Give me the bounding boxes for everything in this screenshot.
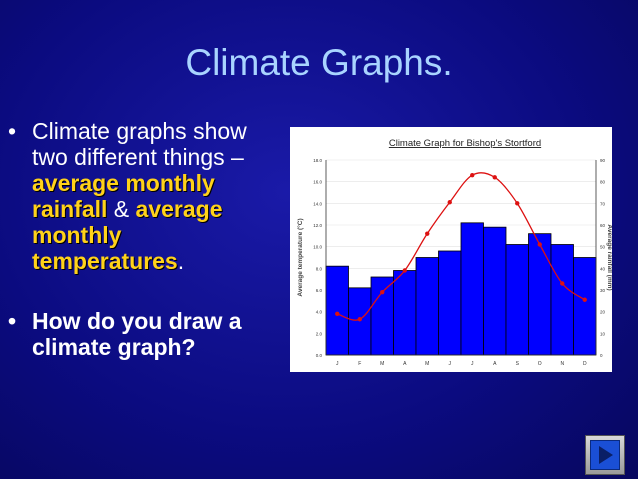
y-tick-label: 14.0 — [313, 201, 322, 206]
temperature-point — [357, 317, 362, 322]
x-tick-label: S — [516, 361, 520, 367]
x-tick-label: D — [583, 361, 587, 367]
x-tick-label: F — [358, 361, 361, 367]
y-tick-label: 8.0 — [316, 266, 323, 271]
y2-tick-label: 50 — [600, 245, 606, 250]
temperature-point — [492, 175, 497, 180]
x-tick-label: N — [560, 361, 564, 367]
bullet-dot-icon: • — [8, 308, 17, 334]
x-tick-label: M — [425, 361, 429, 367]
slide-title: Climate Graphs. — [185, 42, 453, 83]
y2-tick-label: 20 — [600, 310, 606, 315]
play-right-icon — [599, 446, 613, 464]
bullet-list: • Climate graphs show two different thin… — [8, 118, 278, 360]
bullet1-text-a: Climate graphs show two different things… — [32, 118, 247, 170]
bullet-dot-icon: • — [8, 118, 17, 144]
y-tick-label: 4.0 — [316, 310, 323, 315]
temperature-point — [402, 268, 407, 273]
rainfall-bar — [370, 276, 394, 356]
y-tick-label: 0.0 — [316, 353, 323, 358]
y2-tick-label: 70 — [600, 201, 606, 206]
x-tick-label: A — [493, 361, 497, 367]
chart-title: Climate Graph for Bishop's Stortford — [389, 138, 541, 149]
x-tick-label: J — [471, 361, 474, 367]
bullet-item-1: • Climate graphs show two different thin… — [8, 118, 278, 274]
temperature-point — [335, 311, 340, 317]
y2-tick-label: 10 — [600, 331, 606, 336]
bullet2-text: How do you draw a climate graph? — [32, 308, 242, 360]
y2-tick-label: 90 — [600, 158, 606, 163]
rainfall-bar — [393, 270, 417, 356]
rainfall-bar — [483, 226, 507, 356]
bullet1-text-c: . — [177, 248, 185, 274]
y-tick-label: 18.0 — [313, 158, 322, 163]
y2-axis-label: Average rainfall (mm) — [606, 224, 612, 290]
temperature-point — [537, 242, 542, 247]
y-tick-label: 12.0 — [313, 223, 322, 228]
climate-chart-svg: Climate Graph for Bishop's Stortford 0.0 2… — [296, 138, 613, 367]
rainfall-bar — [505, 244, 529, 356]
y-tick-label: 10.0 — [313, 245, 322, 250]
next-slide-icon-frame — [590, 440, 620, 470]
y2-tick-label: 80 — [600, 180, 606, 185]
rainfall-bar — [438, 250, 462, 356]
y-axis-label: Average temperature (°C) — [296, 218, 304, 296]
y2-tick-label: 30 — [600, 288, 606, 293]
temperature-point — [447, 200, 452, 205]
y-tick-label: 2.0 — [316, 331, 323, 336]
rainfall-bar — [415, 257, 439, 356]
temperature-point — [582, 297, 587, 302]
rainfall-bar — [325, 265, 349, 356]
x-tick-label: O — [538, 361, 542, 367]
y2-tick-label: 60 — [600, 223, 606, 228]
y2-tick-label: 40 — [600, 266, 606, 271]
bullet1-text-b: & — [107, 196, 136, 222]
y-tick-label: 6.0 — [316, 288, 323, 293]
x-tick-label: J — [336, 361, 339, 367]
rainfall-bar — [460, 222, 484, 356]
temperature-point — [560, 281, 565, 286]
bullet-item-2: • How do you draw a climate graph? — [8, 308, 278, 360]
y2-tick-label: 0 — [600, 353, 603, 358]
x-tick-label: J — [449, 361, 452, 367]
rainfall-bar — [573, 257, 597, 356]
temperature-point — [425, 231, 430, 236]
y-tick-label: 16.0 — [313, 180, 322, 185]
bullet1-highlight-rainfall: average monthly rainfall — [32, 170, 215, 222]
temperature-line — [337, 172, 586, 321]
x-tick-label: A — [403, 361, 407, 367]
x-tick-label: M — [380, 361, 384, 367]
climate-chart: Climate Graph for Bishop's Stortford 0.0 2… — [290, 127, 613, 372]
rainfall-bar — [550, 244, 574, 356]
bullet1-highlight-temperatures: average monthly temperatures — [32, 196, 223, 274]
temperature-point — [380, 289, 385, 295]
temperature-point — [515, 201, 520, 206]
temperature-point — [470, 172, 475, 178]
rainfall-bar — [528, 233, 552, 356]
next-slide-button[interactable] — [585, 435, 625, 475]
